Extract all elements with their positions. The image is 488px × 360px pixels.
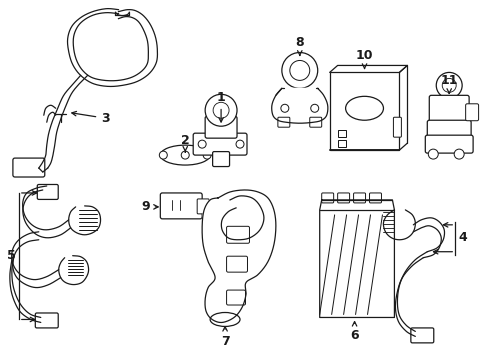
FancyBboxPatch shape xyxy=(369,193,381,203)
FancyBboxPatch shape xyxy=(337,130,345,137)
Circle shape xyxy=(280,104,288,112)
FancyBboxPatch shape xyxy=(329,72,399,150)
Polygon shape xyxy=(319,200,394,318)
Circle shape xyxy=(205,94,237,126)
FancyBboxPatch shape xyxy=(353,193,365,203)
FancyBboxPatch shape xyxy=(465,104,478,121)
Polygon shape xyxy=(271,88,327,123)
FancyBboxPatch shape xyxy=(427,120,470,142)
FancyBboxPatch shape xyxy=(13,158,45,177)
Circle shape xyxy=(213,102,228,118)
Ellipse shape xyxy=(160,145,210,165)
Text: 9: 9 xyxy=(141,201,158,213)
Text: 6: 6 xyxy=(349,321,358,342)
Circle shape xyxy=(310,104,318,112)
Circle shape xyxy=(427,149,437,159)
Text: 7: 7 xyxy=(220,327,229,348)
Circle shape xyxy=(441,78,455,92)
FancyBboxPatch shape xyxy=(337,193,349,203)
FancyBboxPatch shape xyxy=(428,95,468,127)
Circle shape xyxy=(159,151,167,159)
FancyBboxPatch shape xyxy=(337,140,345,147)
FancyBboxPatch shape xyxy=(205,116,237,138)
Circle shape xyxy=(181,151,189,159)
Circle shape xyxy=(236,140,244,148)
Text: 5: 5 xyxy=(6,249,15,262)
FancyBboxPatch shape xyxy=(212,152,229,167)
Text: 11: 11 xyxy=(440,74,457,93)
FancyBboxPatch shape xyxy=(321,193,333,203)
Circle shape xyxy=(435,72,461,98)
Text: 10: 10 xyxy=(355,49,372,68)
FancyBboxPatch shape xyxy=(35,313,58,328)
Text: 2: 2 xyxy=(181,134,189,152)
FancyBboxPatch shape xyxy=(193,133,246,155)
FancyBboxPatch shape xyxy=(410,328,433,343)
Text: 4: 4 xyxy=(458,231,467,244)
Circle shape xyxy=(281,53,317,88)
Ellipse shape xyxy=(210,312,240,327)
Text: 3: 3 xyxy=(72,111,110,125)
Circle shape xyxy=(198,140,206,148)
FancyBboxPatch shape xyxy=(226,256,247,272)
Circle shape xyxy=(453,149,463,159)
Text: 1: 1 xyxy=(216,91,225,122)
FancyBboxPatch shape xyxy=(309,117,321,127)
Circle shape xyxy=(203,151,211,159)
FancyBboxPatch shape xyxy=(226,226,249,243)
FancyBboxPatch shape xyxy=(277,117,289,127)
Circle shape xyxy=(289,60,309,80)
Polygon shape xyxy=(202,190,275,323)
FancyBboxPatch shape xyxy=(197,199,209,214)
FancyBboxPatch shape xyxy=(425,135,472,153)
FancyBboxPatch shape xyxy=(37,184,58,199)
Ellipse shape xyxy=(345,96,383,120)
Text: 8: 8 xyxy=(295,36,304,55)
FancyBboxPatch shape xyxy=(226,290,245,305)
FancyBboxPatch shape xyxy=(160,193,202,219)
FancyBboxPatch shape xyxy=(393,117,401,137)
